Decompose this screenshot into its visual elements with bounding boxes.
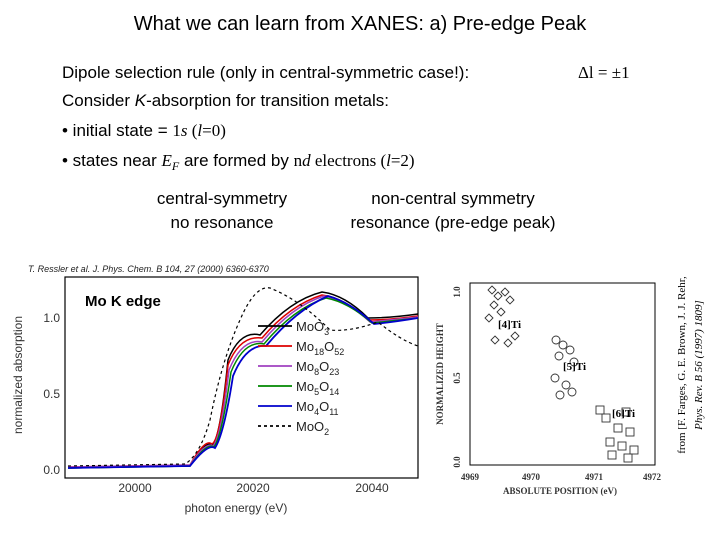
y-axis-label: NORMALIZED HEIGHT [435, 323, 445, 425]
marker [617, 441, 627, 451]
legend-entry: Mo5O14 [296, 379, 339, 397]
legend-entry: Mo8O23 [296, 359, 339, 377]
site-label: [4]Ti [498, 319, 521, 331]
y-tick-label: 1.0 [43, 311, 60, 325]
marker [629, 445, 639, 455]
body-line: • initial state = 1s (l=0) [62, 121, 226, 140]
marker [558, 340, 568, 350]
curve [67, 294, 419, 468]
marker [595, 405, 605, 415]
marker [487, 285, 497, 295]
legend-entry: MoO3 [296, 319, 329, 337]
marker [551, 335, 561, 345]
y-tick-label: 0.5 [452, 372, 462, 384]
legend-entry: Mo18O52 [296, 339, 344, 357]
site-label: [5]Ti [563, 361, 586, 373]
left-figure: Mo K edge [64, 276, 419, 479]
site-label: [6]Ti [612, 408, 635, 420]
body-line: Dipole selection rule (only in central-s… [62, 63, 469, 82]
legend-part: O [319, 359, 329, 374]
y-tick-label: 0.0 [452, 456, 462, 468]
x-tick-label: 20020 [236, 481, 270, 495]
curve [67, 295, 419, 468]
legend-part: 8 [314, 367, 319, 377]
label: resonance (pre-edge peak) [350, 213, 555, 232]
legend-entry: Mo4O11 [296, 399, 339, 417]
marker [561, 380, 571, 390]
legend-part: MoO [296, 319, 324, 334]
x-axis-label: photon energy (eV) [185, 501, 288, 515]
marker [484, 313, 494, 323]
legend-part: 14 [329, 387, 339, 397]
marker [490, 335, 500, 345]
legend-part: Mo [296, 379, 314, 394]
label: no resonance [170, 213, 273, 232]
legend-part: Mo [296, 399, 314, 414]
y-tick-label: 0.0 [43, 463, 60, 477]
curve [67, 297, 419, 469]
x-axis-label: ABSOLUTE POSITION (eV) [503, 486, 617, 496]
x-tick-label: 4971 [585, 472, 604, 482]
citation: from [F. Farges, G. E. Brown, J. J. Rehr… [676, 276, 688, 454]
body-line: Consider K-absorption for transition met… [62, 91, 389, 110]
marker [569, 357, 579, 367]
legend-part: O [319, 379, 329, 394]
plot-frame [64, 276, 419, 479]
marker [555, 390, 565, 400]
curve [67, 295, 419, 469]
legend-part: 4 [314, 407, 319, 417]
legend-part: Mo [296, 339, 314, 354]
legend-part: O [324, 339, 334, 354]
marker [500, 287, 510, 297]
inset-label: Mo K edge [85, 293, 161, 310]
legend-part: 18 [314, 347, 324, 357]
marker [554, 351, 564, 361]
legend-part: 23 [329, 367, 339, 377]
legend-entry: MoO2 [296, 419, 329, 437]
y-axis-label: normalized absorption [11, 316, 25, 434]
x-tick-label: 4972 [643, 472, 662, 482]
marker [496, 307, 506, 317]
plot-frame [469, 282, 656, 466]
legend-part: 2 [324, 427, 329, 437]
marker [623, 453, 633, 463]
marker [510, 331, 520, 341]
marker [625, 427, 635, 437]
marker [493, 291, 503, 301]
citation: Phys. Rev. B 56 (1997) 1809] [693, 300, 705, 431]
marker [565, 345, 575, 355]
marker [550, 373, 560, 383]
label: non-central symmetry [371, 189, 535, 208]
right-figure [469, 282, 656, 466]
legend-part: O [319, 399, 329, 414]
y-tick-label: 0.5 [43, 387, 60, 401]
curve [67, 287, 419, 467]
slide-title: What we can learn from XANES: a) Pre-edg… [134, 13, 587, 35]
marker [503, 338, 513, 348]
marker [489, 300, 499, 310]
y-tick-label: 1.0 [452, 286, 462, 298]
marker [613, 423, 623, 433]
marker [567, 387, 577, 397]
marker [607, 450, 617, 460]
legend-part: 5 [314, 387, 319, 397]
x-tick-label: 20040 [355, 481, 389, 495]
x-tick-label: 4970 [522, 472, 541, 482]
citation: T. Ressler et al. J. Phys. Chem. B 104, … [28, 264, 269, 274]
x-tick-label: 4969 [461, 472, 480, 482]
marker [505, 295, 515, 305]
x-tick-label: 20000 [118, 481, 152, 495]
marker [605, 437, 615, 447]
legend-part: 11 [329, 407, 338, 417]
selection-rule: Δl = ±1 [578, 63, 630, 82]
legend-part: 3 [324, 327, 329, 337]
marker [601, 413, 611, 423]
legend-part: Mo [296, 359, 314, 374]
label: central-symmetry [157, 189, 288, 208]
legend-part: 52 [334, 347, 344, 357]
legend-part: MoO [296, 419, 324, 434]
body-line: • states near EF are formed by nd electr… [62, 151, 415, 173]
marker [621, 407, 631, 417]
